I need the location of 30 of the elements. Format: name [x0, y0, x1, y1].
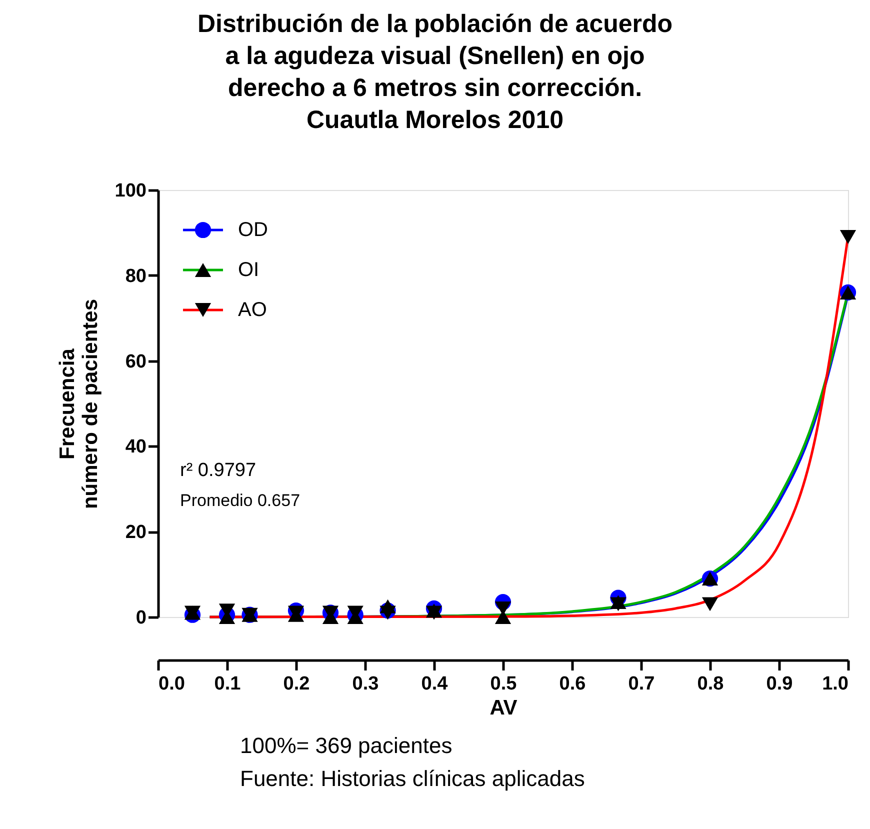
- x-tick-label: 0.1: [214, 674, 242, 694]
- legend-label: AO: [238, 299, 267, 321]
- annotation: r² 0.9797: [180, 460, 256, 481]
- source-note: Fuente: Historias clínicas aplicadas: [240, 766, 585, 791]
- x-tick-label: 0.0: [158, 674, 185, 694]
- y-tick-label: 80: [125, 266, 146, 287]
- x-tick-label: 0.9: [766, 674, 793, 694]
- x-tick-label: 1.0: [822, 674, 848, 694]
- y-tick-label: 20: [125, 522, 146, 544]
- text: 100%= 369 pacientes: [240, 733, 452, 758]
- x-tick-label: 0.7: [628, 674, 655, 694]
- x-tick-label: 0.3: [352, 674, 379, 694]
- point: [840, 230, 856, 244]
- x-tick-label: 0.6: [559, 674, 586, 694]
- y-tick-label: 0: [136, 608, 146, 628]
- x-tick-label: 0.4: [421, 674, 448, 694]
- y-tick-label: 100: [114, 180, 146, 202]
- x-axis-title: AV: [490, 696, 518, 720]
- x-tick-label: 0.5: [490, 674, 518, 694]
- point: [702, 597, 718, 612]
- annotation: Promedio 0.657: [180, 491, 300, 510]
- legend-label: OI: [238, 259, 260, 281]
- y-tick-label: 40: [125, 436, 146, 458]
- point: [380, 606, 396, 620]
- x-tick-label: 0.2: [283, 674, 310, 694]
- y-axis-title: Frecuencia número de pacientes: [56, 298, 102, 510]
- y-tick-label: 60: [125, 351, 146, 372]
- legend-label: OD: [238, 219, 268, 241]
- chart-title: Distribución de la población de acuerdo a la agudeza visual (Snellen) en ojo derecho a 6 metros sin corrección. Cuautla Morelos 2010: [197, 10, 673, 134]
- x-tick-label: 0.8: [697, 674, 724, 694]
